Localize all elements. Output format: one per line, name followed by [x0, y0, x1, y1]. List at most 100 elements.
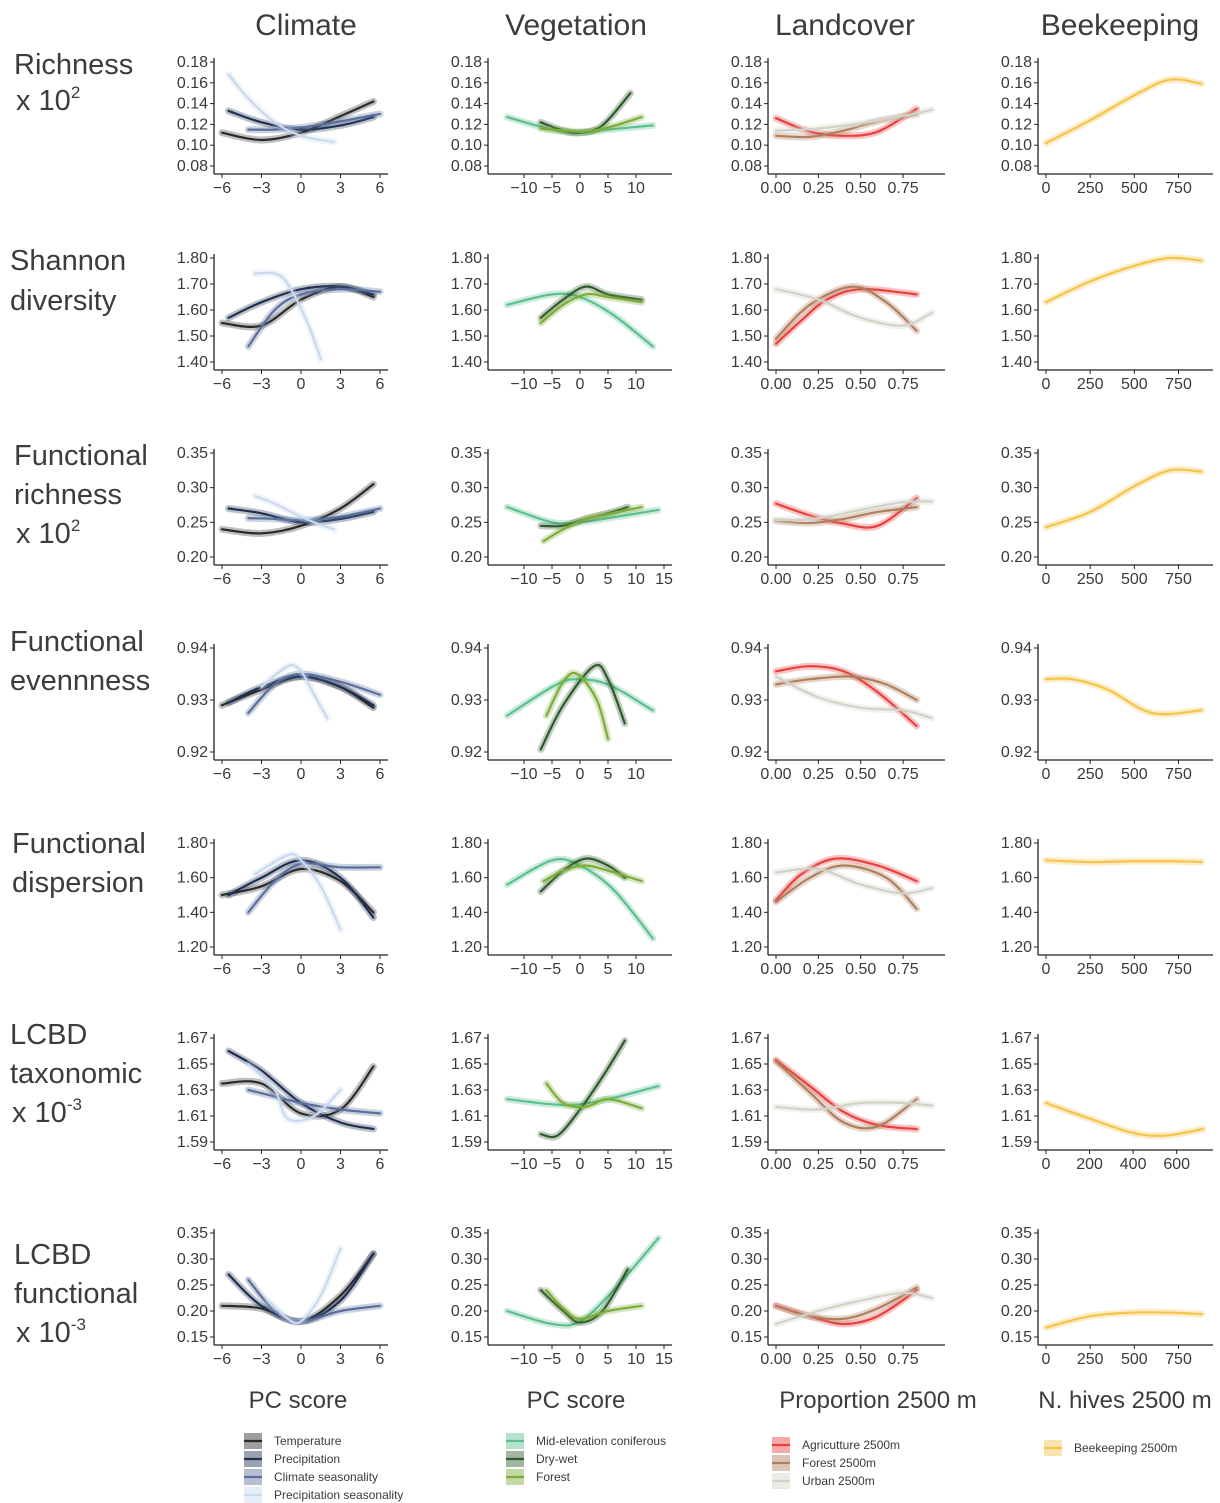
x-tick-label: 3 — [336, 1351, 345, 1368]
y-tick-label: 1.20 — [731, 939, 762, 956]
y-tick-label: 0.20 — [451, 549, 482, 566]
series-line — [545, 671, 610, 741]
legend-label: Agricutture 2500m — [802, 1438, 900, 1452]
x-tick-label: 0.00 — [760, 1351, 791, 1368]
panel-beekeeping-3: 0.92 0.93 0.94 0 250 500 750 — [1001, 640, 1213, 783]
x-tick-label: 0 — [1042, 571, 1051, 588]
y-tick-label: 0.25 — [177, 514, 208, 531]
x-tick-label: −10 — [510, 571, 537, 588]
y-tick-label: 0.94 — [451, 640, 482, 657]
series-line — [1044, 1101, 1204, 1137]
row-label-line: LCBD — [14, 1239, 91, 1271]
y-tick-label: 0.12 — [177, 116, 208, 133]
x-tick-label: 0.50 — [845, 766, 876, 783]
panel-climate-0: 0.08 0.10 0.12 0.14 0.16 0.18 −6 −3 0 3 6 — [177, 54, 388, 197]
x-tick-label: 0 — [1042, 1156, 1051, 1173]
y-tick-label: 1.63 — [731, 1082, 762, 1099]
y-tick-label: 0.25 — [451, 1277, 482, 1294]
x-tick-label: −3 — [252, 180, 270, 197]
x-label-landcover: Proportion 2500 m — [779, 1387, 976, 1414]
x-tick-label: −10 — [510, 1351, 537, 1368]
y-tick-label: 1.67 — [451, 1030, 482, 1047]
y-tick-label: 1.20 — [451, 939, 482, 956]
y-tick-label: 0.12 — [1001, 116, 1032, 133]
x-tick-label: 250 — [1077, 376, 1104, 393]
y-tick-label: 1.60 — [177, 870, 208, 887]
x-tick-label: 0 — [297, 1156, 306, 1173]
series-line — [774, 1291, 933, 1326]
y-tick-label: 0.18 — [177, 54, 208, 71]
y-tick-label: 1.60 — [451, 870, 482, 887]
series-ribbon — [772, 106, 936, 135]
row-label-line: Functional — [10, 626, 144, 658]
x-tick-label: 0 — [576, 376, 585, 393]
series-line — [247, 112, 382, 131]
panel-landcover-2: 0.20 0.25 0.30 0.35 0.00 0.25 0.50 0.75 — [731, 445, 945, 588]
y-tick-label: 1.59 — [731, 1134, 762, 1151]
series-line — [774, 864, 918, 910]
y-tick-label: 1.65 — [451, 1056, 482, 1073]
y-tick-label: 0.14 — [731, 96, 762, 113]
row-label-line: diversity — [10, 285, 117, 317]
x-tick-label: −6 — [213, 766, 231, 783]
panel-beekeeping-1: 1.40 1.50 1.60 1.70 1.80 0 250 500 750 — [1001, 250, 1213, 393]
x-tick-label: −6 — [213, 180, 231, 197]
y-tick-label: 0.30 — [1001, 1251, 1032, 1268]
x-tick-label: 0.75 — [888, 961, 919, 978]
x-tick-label: −10 — [510, 961, 537, 978]
x-tick-label: 6 — [376, 571, 385, 588]
y-tick-label: 0.08 — [1001, 158, 1032, 175]
x-tick-label: 3 — [336, 1156, 345, 1173]
y-tick-label: 1.61 — [731, 1108, 762, 1125]
series-line — [539, 857, 626, 893]
row-label-superscript: -3 — [71, 1315, 86, 1334]
x-tick-label: 6 — [376, 766, 385, 783]
panel-vegetation-5: 1.59 1.61 1.63 1.65 1.67 −10 −5 0 5 10 15 — [451, 1030, 673, 1173]
series-line — [247, 288, 382, 348]
x-tick-label: −3 — [252, 961, 270, 978]
panel-climate-5: 1.59 1.61 1.63 1.65 1.67 −6 −3 0 3 6 — [177, 1030, 388, 1173]
x-tick-label: 0.00 — [760, 961, 791, 978]
y-tick-label: 0.16 — [451, 75, 482, 92]
series-ribbon — [503, 1234, 662, 1329]
x-tick-label: 750 — [1165, 1351, 1192, 1368]
series-ribbon — [1042, 75, 1205, 147]
y-tick-label: 0.20 — [177, 1303, 208, 1320]
y-tick-label: 1.50 — [177, 328, 208, 345]
x-tick-label: 0.75 — [888, 766, 919, 783]
x-tick-label: 0 — [297, 376, 306, 393]
y-tick-label: 0.20 — [731, 549, 762, 566]
y-tick-label: 1.59 — [1001, 1134, 1032, 1151]
series-ribbon — [1042, 465, 1205, 531]
x-tick-label: 0 — [576, 766, 585, 783]
y-tick-label: 1.70 — [451, 276, 482, 293]
y-tick-label: 0.15 — [177, 1329, 208, 1346]
column-title-beekeeping: Beekeeping — [1041, 9, 1199, 42]
x-tick-label: 10 — [627, 1156, 645, 1173]
panel-landcover-1: 1.40 1.50 1.60 1.70 1.80 0.00 0.25 0.50 0.75 — [731, 250, 945, 393]
series-line — [774, 1060, 918, 1130]
x-tick-label: 0 — [576, 571, 585, 588]
series-line — [539, 1039, 626, 1139]
y-tick-label: 1.61 — [177, 1108, 208, 1125]
series-ribbon — [1042, 674, 1205, 718]
legend-beekeeping: Beekeeping 2500m — [1044, 1440, 1177, 1456]
y-tick-label: 0.92 — [177, 744, 208, 761]
y-tick-label: 1.50 — [1001, 328, 1032, 345]
legend-label: Urban 2500m — [802, 1474, 875, 1488]
row-label-superscript: 2 — [71, 83, 80, 102]
series-line — [774, 288, 933, 327]
x-tick-label: −6 — [213, 1156, 231, 1173]
panel-vegetation-4: 1.20 1.40 1.60 1.80 −10 −5 0 5 10 — [451, 835, 672, 978]
panel-climate-4: 1.20 1.40 1.60 1.80 −6 −3 0 3 6 — [177, 835, 388, 978]
x-tick-label: 0.50 — [845, 376, 876, 393]
y-tick-label: 0.94 — [731, 640, 762, 657]
series-line — [227, 73, 335, 144]
series-line — [220, 100, 375, 142]
x-tick-label: 15 — [655, 1156, 673, 1173]
series-line — [539, 663, 626, 751]
y-tick-label: 1.60 — [1001, 302, 1032, 319]
x-tick-label: 6 — [376, 961, 385, 978]
x-tick-label: 0 — [1042, 766, 1051, 783]
